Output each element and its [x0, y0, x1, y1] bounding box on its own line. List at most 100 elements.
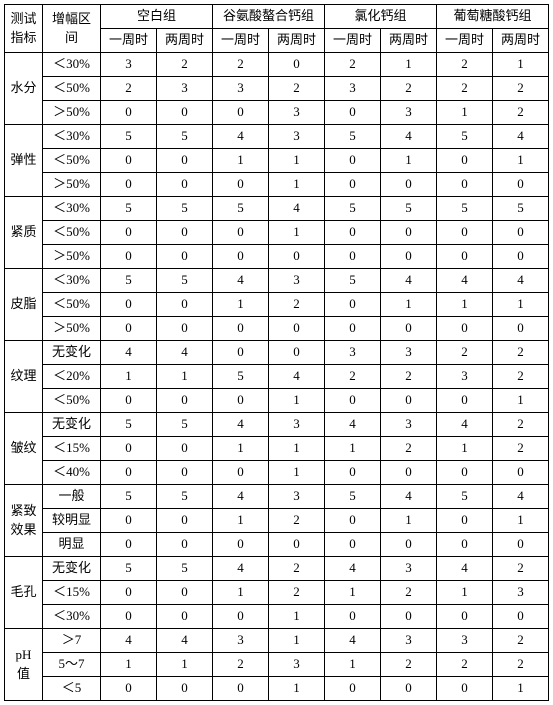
- value-cell: 1: [269, 629, 325, 653]
- value-cell: 5: [157, 197, 213, 221]
- value-cell: 1: [269, 173, 325, 197]
- value-cell: 3: [269, 269, 325, 293]
- indicator-cell: 紧质: [5, 197, 43, 269]
- value-cell: 5: [213, 197, 269, 221]
- value-cell: 2: [437, 53, 493, 77]
- value-cell: 1: [269, 677, 325, 701]
- value-cell: 1: [493, 293, 549, 317]
- value-cell: 0: [325, 605, 381, 629]
- value-cell: 3: [269, 413, 325, 437]
- value-cell: 0: [493, 461, 549, 485]
- value-cell: 0: [157, 677, 213, 701]
- value-cell: 0: [437, 221, 493, 245]
- value-cell: 3: [269, 101, 325, 125]
- data-table: 测试 指标 增幅区 间 空白组 谷氨酸螯合钙组 氯化钙组 葡萄糖酸钙组 一周时两…: [4, 4, 549, 701]
- value-cell: 1: [381, 293, 437, 317]
- value-cell: 3: [269, 125, 325, 149]
- range-cell: 一般: [43, 485, 101, 509]
- value-cell: 0: [101, 101, 157, 125]
- value-cell: 1: [325, 653, 381, 677]
- value-cell: 0: [101, 581, 157, 605]
- value-cell: 0: [381, 605, 437, 629]
- table-row: ＞50%00000000: [5, 245, 549, 269]
- value-cell: 0: [325, 245, 381, 269]
- range-cell: ＜50%: [43, 149, 101, 173]
- indicator-cell: 水分: [5, 53, 43, 125]
- subheader-cell: 一周时: [101, 29, 157, 53]
- header-range: 增幅区 间: [43, 5, 101, 53]
- value-cell: 3: [381, 341, 437, 365]
- table-row: 纹理无变化44003322: [5, 341, 549, 365]
- value-cell: 5: [213, 365, 269, 389]
- subheader-cell: 一周时: [437, 29, 493, 53]
- table-row: ＜40%00010000: [5, 461, 549, 485]
- value-cell: 0: [325, 173, 381, 197]
- value-cell: 0: [381, 221, 437, 245]
- table-row: 紧致 效果一般55435454: [5, 485, 549, 509]
- value-cell: 4: [325, 629, 381, 653]
- value-cell: 2: [493, 413, 549, 437]
- value-cell: 0: [381, 533, 437, 557]
- range-cell: ＜5: [43, 677, 101, 701]
- range-cell: ＜20%: [43, 365, 101, 389]
- range-cell: ＞50%: [43, 173, 101, 197]
- value-cell: 0: [213, 173, 269, 197]
- indicator-cell: 紧致 效果: [5, 485, 43, 557]
- value-cell: 2: [493, 437, 549, 461]
- value-cell: 2: [437, 341, 493, 365]
- value-cell: 2: [381, 365, 437, 389]
- value-cell: 3: [381, 101, 437, 125]
- value-cell: 3: [213, 629, 269, 653]
- range-cell: ＜15%: [43, 581, 101, 605]
- value-cell: 3: [381, 557, 437, 581]
- value-cell: 0: [437, 509, 493, 533]
- value-cell: 2: [381, 653, 437, 677]
- value-cell: 0: [213, 245, 269, 269]
- value-cell: 4: [213, 413, 269, 437]
- value-cell: 4: [213, 557, 269, 581]
- table-head: 测试 指标 增幅区 间 空白组 谷氨酸螯合钙组 氯化钙组 葡萄糖酸钙组 一周时两…: [5, 5, 549, 53]
- range-cell: ＜30%: [43, 197, 101, 221]
- value-cell: 1: [381, 149, 437, 173]
- value-cell: 1: [269, 149, 325, 173]
- value-cell: 0: [325, 149, 381, 173]
- range-cell: ＜50%: [43, 221, 101, 245]
- value-cell: 0: [493, 245, 549, 269]
- value-cell: 0: [493, 605, 549, 629]
- indicator-cell: 弹性: [5, 125, 43, 197]
- value-cell: 1: [493, 149, 549, 173]
- value-cell: 4: [437, 557, 493, 581]
- value-cell: 4: [101, 629, 157, 653]
- table-row: 5～711231222: [5, 653, 549, 677]
- value-cell: 0: [381, 245, 437, 269]
- value-cell: 1: [101, 365, 157, 389]
- value-cell: 0: [213, 605, 269, 629]
- value-cell: 0: [157, 173, 213, 197]
- range-cell: ＜50%: [43, 389, 101, 413]
- value-cell: 0: [437, 245, 493, 269]
- value-cell: 5: [493, 197, 549, 221]
- value-cell: 4: [381, 125, 437, 149]
- value-cell: 1: [493, 389, 549, 413]
- value-cell: 0: [101, 293, 157, 317]
- value-cell: 0: [493, 533, 549, 557]
- value-cell: 3: [269, 485, 325, 509]
- value-cell: 0: [381, 173, 437, 197]
- range-cell: 明显: [43, 533, 101, 557]
- value-cell: 0: [101, 221, 157, 245]
- range-cell: 较明显: [43, 509, 101, 533]
- table-row: 皱纹无变化55434342: [5, 413, 549, 437]
- value-cell: 1: [493, 53, 549, 77]
- value-cell: 0: [157, 389, 213, 413]
- value-cell: 4: [437, 269, 493, 293]
- header-indicator: 测试 指标: [5, 5, 43, 53]
- indicator-cell: 皱纹: [5, 413, 43, 485]
- range-cell: ＜30%: [43, 605, 101, 629]
- table-body: 水分＜30%32202121＜50%23323222＞50%00030312弹性…: [5, 53, 549, 701]
- value-cell: 0: [213, 101, 269, 125]
- value-cell: 5: [101, 413, 157, 437]
- value-cell: 0: [269, 53, 325, 77]
- value-cell: 0: [157, 293, 213, 317]
- value-cell: 2: [157, 53, 213, 77]
- value-cell: 0: [381, 317, 437, 341]
